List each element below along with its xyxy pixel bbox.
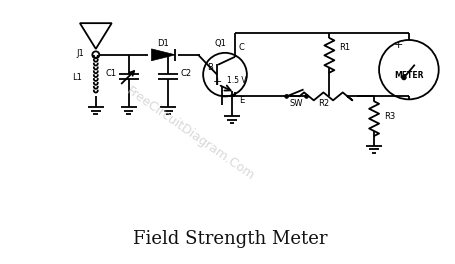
Text: C2: C2: [180, 69, 191, 78]
Text: SW: SW: [289, 99, 303, 108]
Text: J1: J1: [76, 49, 84, 58]
Circle shape: [401, 76, 405, 79]
Text: 1.5 V: 1.5 V: [227, 76, 246, 84]
Circle shape: [284, 95, 288, 98]
Text: L1: L1: [72, 73, 82, 82]
Text: R1: R1: [339, 43, 350, 52]
Polygon shape: [151, 49, 175, 61]
Text: D1: D1: [157, 39, 169, 48]
Text: R3: R3: [383, 112, 394, 121]
Text: METER: METER: [393, 71, 423, 80]
Circle shape: [304, 95, 308, 98]
Text: R2: R2: [317, 99, 328, 108]
Text: Q1: Q1: [214, 39, 226, 48]
Text: +: +: [212, 77, 221, 87]
Text: FreeCircuitDiagram.Com: FreeCircuitDiagram.Com: [123, 85, 256, 183]
Text: B: B: [207, 63, 212, 72]
Text: C: C: [238, 43, 244, 52]
Text: E: E: [238, 96, 243, 105]
Text: Field Strength Meter: Field Strength Meter: [132, 230, 327, 248]
Text: +: +: [394, 40, 403, 50]
Text: C1: C1: [105, 69, 116, 78]
